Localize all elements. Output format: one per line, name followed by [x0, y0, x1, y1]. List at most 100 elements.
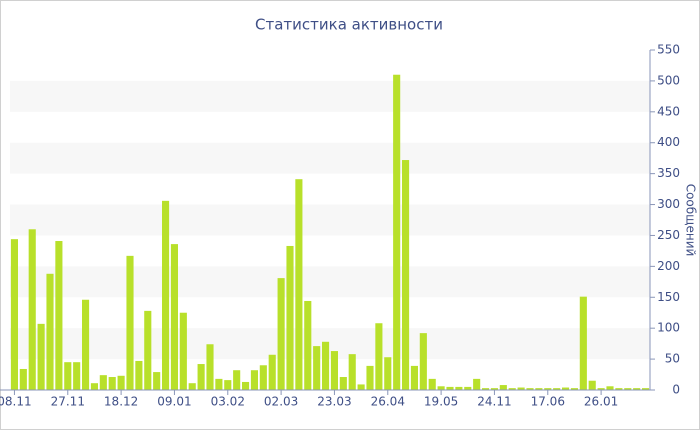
bar: [179, 312, 187, 390]
x-tick-label: 18.12: [104, 395, 138, 409]
y-tick-label: 550: [657, 43, 680, 57]
bar: [375, 323, 383, 390]
bar: [250, 370, 258, 390]
bar: [410, 365, 418, 390]
bar: [304, 300, 312, 390]
y-tick-label: 400: [657, 135, 680, 149]
y-tick-label: 300: [657, 197, 680, 211]
y-tick-label: 0: [672, 383, 680, 397]
bar: [153, 372, 161, 390]
bar: [259, 365, 267, 390]
bar: [99, 375, 107, 390]
y-tick-label: 450: [657, 104, 680, 118]
bar: [135, 360, 143, 390]
bar: [82, 299, 90, 390]
bar: [606, 386, 614, 390]
bar: [170, 244, 178, 390]
bar: [615, 388, 623, 390]
bar: [224, 380, 232, 390]
bar: [233, 370, 241, 390]
y-tick-label: 250: [657, 228, 680, 242]
bar: [535, 388, 543, 390]
y-tick-label: 50: [665, 352, 680, 366]
x-tick-label: 02.03: [264, 395, 298, 409]
bar: [348, 354, 356, 390]
grid-band: [10, 80, 650, 112]
grid-band: [10, 142, 650, 174]
bar: [464, 386, 472, 390]
x-tick-label: 17.06: [531, 395, 565, 409]
bar: [286, 245, 294, 390]
x-tick-label: 24.11: [477, 395, 511, 409]
y-tick-label: 500: [657, 73, 680, 87]
bar: [508, 388, 516, 390]
bar: [446, 386, 454, 390]
bar: [588, 380, 596, 390]
x-tick-label: 19.05: [424, 395, 458, 409]
bar: [339, 377, 347, 390]
bar: [330, 351, 338, 390]
y-tick-label: 350: [657, 166, 680, 180]
y-tick-label: 100: [657, 321, 680, 335]
bar: [517, 387, 525, 390]
bar: [55, 241, 63, 390]
bar: [393, 74, 401, 391]
bar: [553, 388, 561, 390]
bar: [162, 200, 170, 390]
bar: [126, 255, 134, 390]
bar: [322, 341, 330, 390]
y-tick-label: 150: [657, 290, 680, 304]
bar: [544, 388, 552, 390]
bar: [73, 362, 81, 390]
bar: [428, 378, 436, 390]
grid-band: [10, 328, 650, 360]
bar: [215, 378, 223, 390]
bar: [579, 296, 587, 390]
bar: [64, 362, 72, 390]
bar: [455, 386, 463, 390]
bar: [562, 387, 570, 390]
bar: [117, 375, 125, 390]
bar: [357, 384, 365, 390]
bar: [188, 383, 196, 390]
bar: [526, 388, 534, 390]
bar: [268, 354, 276, 390]
bar: [46, 273, 54, 390]
bar: [384, 357, 392, 390]
bar: [10, 239, 18, 390]
x-tick-label: 23.03: [317, 395, 351, 409]
y-tick-label: 200: [657, 259, 680, 273]
bar: [28, 229, 36, 390]
x-tick-label: 09.01: [157, 395, 191, 409]
bar: [499, 385, 507, 390]
chart-title: Статистика активности: [255, 16, 443, 34]
bar: [366, 365, 374, 390]
bar: [242, 381, 250, 390]
bar: [402, 160, 410, 390]
x-tick-label: 26.01: [584, 395, 618, 409]
bar: [277, 278, 285, 390]
bar: [313, 346, 321, 390]
bar: [197, 364, 205, 390]
bar: [633, 388, 641, 390]
bar: [482, 388, 490, 390]
x-tick-label: 08.11: [0, 395, 32, 409]
bar: [108, 377, 116, 390]
grid-band: [10, 266, 650, 298]
bar: [437, 386, 445, 390]
bar: [206, 344, 214, 390]
bar: [295, 179, 303, 390]
bar: [90, 383, 98, 390]
x-tick-label: 26.04: [371, 395, 405, 409]
bar: [597, 388, 605, 390]
bar: [37, 323, 45, 390]
bar: [19, 368, 27, 390]
bar: [570, 388, 578, 390]
x-tick-label: 27.11: [51, 395, 85, 409]
x-tick-label: 03.02: [211, 395, 245, 409]
bar: [642, 388, 650, 390]
y-axis-title: Сообщений: [684, 184, 698, 257]
bar: [144, 310, 152, 390]
grid-band: [10, 204, 650, 236]
